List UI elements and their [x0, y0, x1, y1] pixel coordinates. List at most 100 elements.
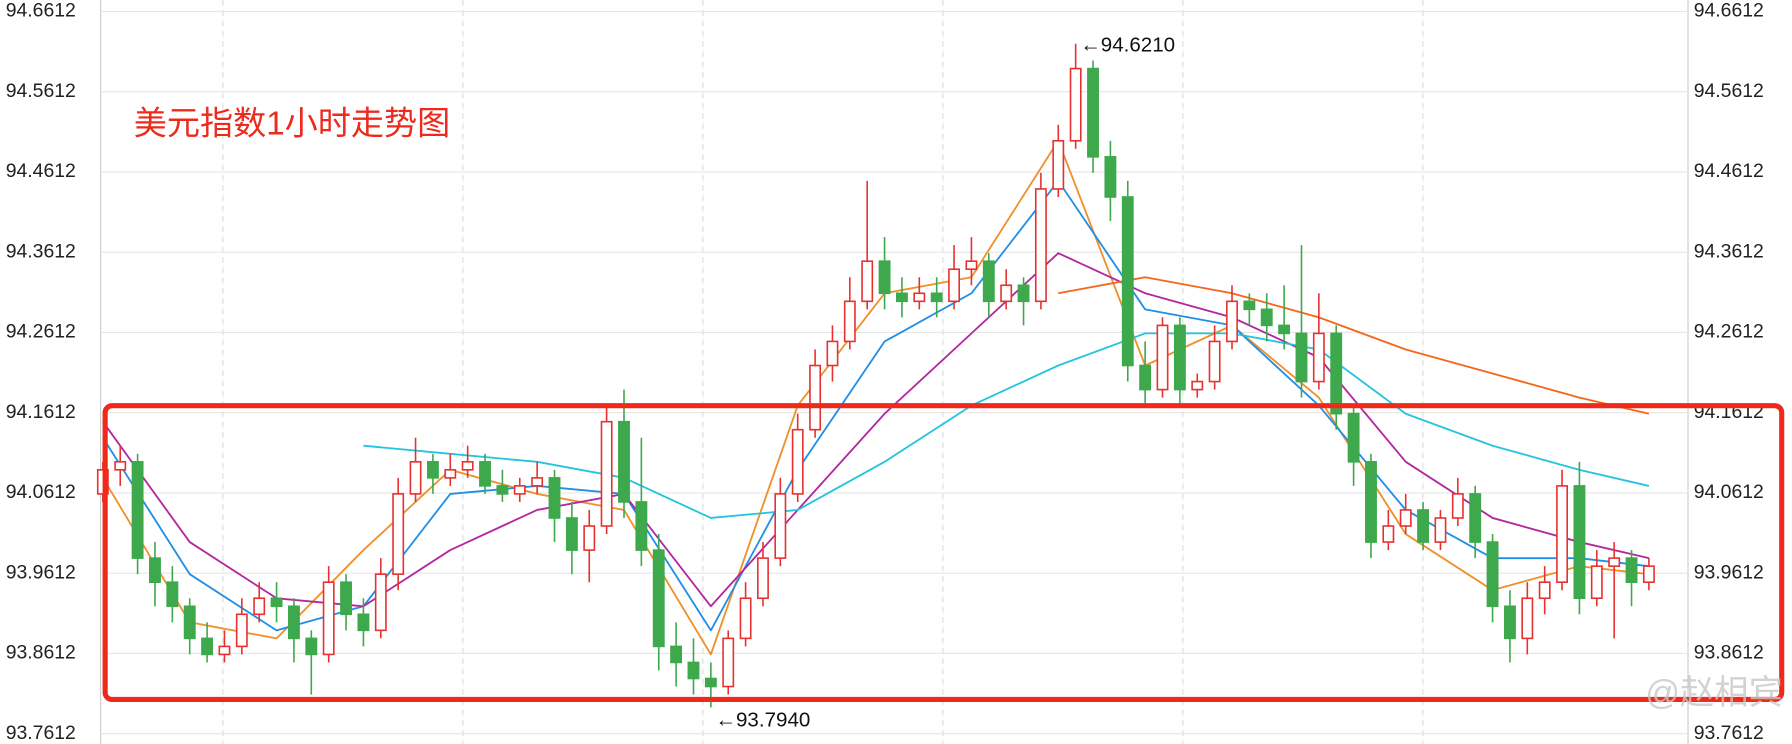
candle-body [1608, 557, 1621, 567]
candle-body [704, 677, 717, 688]
candle-body [166, 581, 179, 608]
candle-body [1503, 605, 1516, 640]
candle-body [1521, 597, 1534, 640]
highlight-box [102, 403, 1785, 702]
candle-body [114, 461, 127, 471]
candle-body [757, 557, 769, 600]
y-tick-label-right: 93.7612 [1694, 722, 1764, 744]
candles [96, 43, 1655, 708]
annotation: ←93.7940 [715, 709, 810, 732]
candle-body [1052, 139, 1065, 190]
candle-body [1208, 340, 1221, 383]
candle-body [1365, 461, 1377, 543]
candle-body [1034, 188, 1047, 303]
y-tick-label: 94.6612 [6, 0, 76, 22]
candle-body [1573, 485, 1586, 600]
candle-body [809, 364, 822, 431]
candle-body [618, 420, 630, 503]
candle-body [635, 501, 648, 551]
candle-body [340, 581, 352, 616]
grid: 94.6612 94.6612 94.5612 94.5612 94.4612 94.46… [6, 0, 1764, 744]
candle-body [982, 260, 995, 303]
y-tick-label-right: 94.3612 [1694, 240, 1764, 262]
candle-body [722, 637, 735, 688]
y-tick-label-right: 94.2612 [1694, 321, 1764, 343]
candle-body [235, 613, 248, 648]
candle-body [131, 461, 144, 559]
y-tick-label-right: 93.9612 [1694, 561, 1764, 583]
watermark: @赵相宾 [1645, 674, 1783, 712]
candle-body [1625, 557, 1638, 583]
candle-body [513, 485, 526, 495]
candle-body [1121, 196, 1134, 367]
candle-body [1173, 324, 1186, 391]
y-tick-label: 94.5612 [6, 80, 76, 102]
candle-body [965, 260, 978, 271]
y-tick-label: 93.8612 [6, 642, 76, 664]
candle-body [930, 292, 943, 303]
ma-line [363, 332, 1650, 519]
candle-body [287, 605, 300, 640]
y-tick-label-right: 94.6612 [1694, 0, 1764, 22]
candle-body [1069, 67, 1082, 142]
candle-body [1104, 156, 1117, 198]
candle-body [1226, 300, 1238, 343]
y-tick-label-right: 94.0612 [1694, 481, 1764, 503]
candle-body [583, 525, 596, 551]
candle-body [1243, 300, 1256, 311]
candle-body [1538, 581, 1551, 600]
candle-body [409, 461, 422, 495]
y-tick-label: 94.1612 [6, 401, 76, 423]
candle-body [1642, 565, 1655, 583]
candle-body [1000, 284, 1013, 303]
candle-body [218, 645, 231, 656]
y-tick-label: 94.3612 [6, 240, 76, 262]
candle-body [1330, 332, 1343, 415]
y-tick-label: 94.2612 [6, 321, 76, 343]
candle-body [374, 573, 387, 632]
y-tick-label: 93.7612 [6, 722, 76, 744]
y-tick-label-right: 94.5612 [1694, 80, 1764, 102]
candle-body [896, 292, 908, 303]
candle-body [1556, 485, 1569, 583]
y-tick-label: 93.9612 [6, 561, 76, 583]
candle-body [531, 477, 544, 487]
candle-body [1382, 525, 1395, 543]
y-tick-label-right: 93.8612 [1694, 642, 1764, 664]
candle-body [322, 581, 335, 656]
candle-body [774, 493, 787, 559]
candle-body [843, 300, 856, 343]
candle-body [253, 597, 266, 616]
candle-body [1590, 565, 1603, 600]
candle-body [687, 661, 700, 680]
candle-body [548, 477, 561, 519]
candle-body [1278, 324, 1291, 335]
candle-body [1295, 332, 1308, 383]
candle-body [913, 292, 926, 303]
candle-body [392, 493, 405, 575]
candle-body [1017, 284, 1030, 303]
candle-body [652, 549, 665, 648]
candle-body [948, 268, 960, 303]
candle-body [1191, 380, 1204, 391]
y-tick-label: 94.4612 [6, 160, 76, 182]
candle-body [1417, 509, 1430, 543]
candle-body [1156, 324, 1169, 391]
candle-body [739, 597, 752, 640]
candle-body [1486, 541, 1499, 608]
candle-body [670, 645, 683, 664]
candle-body [444, 469, 457, 479]
candle-body [791, 428, 804, 495]
candle-body [1451, 493, 1464, 519]
candle-body [1312, 332, 1325, 383]
chart-title: 美元指数1小时走势图 [134, 105, 451, 142]
y-tick-label: 94.0612 [6, 481, 76, 503]
candle-body [183, 605, 196, 640]
candle-body [461, 461, 474, 471]
candle-body [1087, 67, 1099, 158]
candle-body [479, 461, 491, 487]
annotation: ←94.6210 [1080, 33, 1175, 56]
candle-body [1469, 493, 1482, 543]
candle-body [426, 461, 439, 479]
